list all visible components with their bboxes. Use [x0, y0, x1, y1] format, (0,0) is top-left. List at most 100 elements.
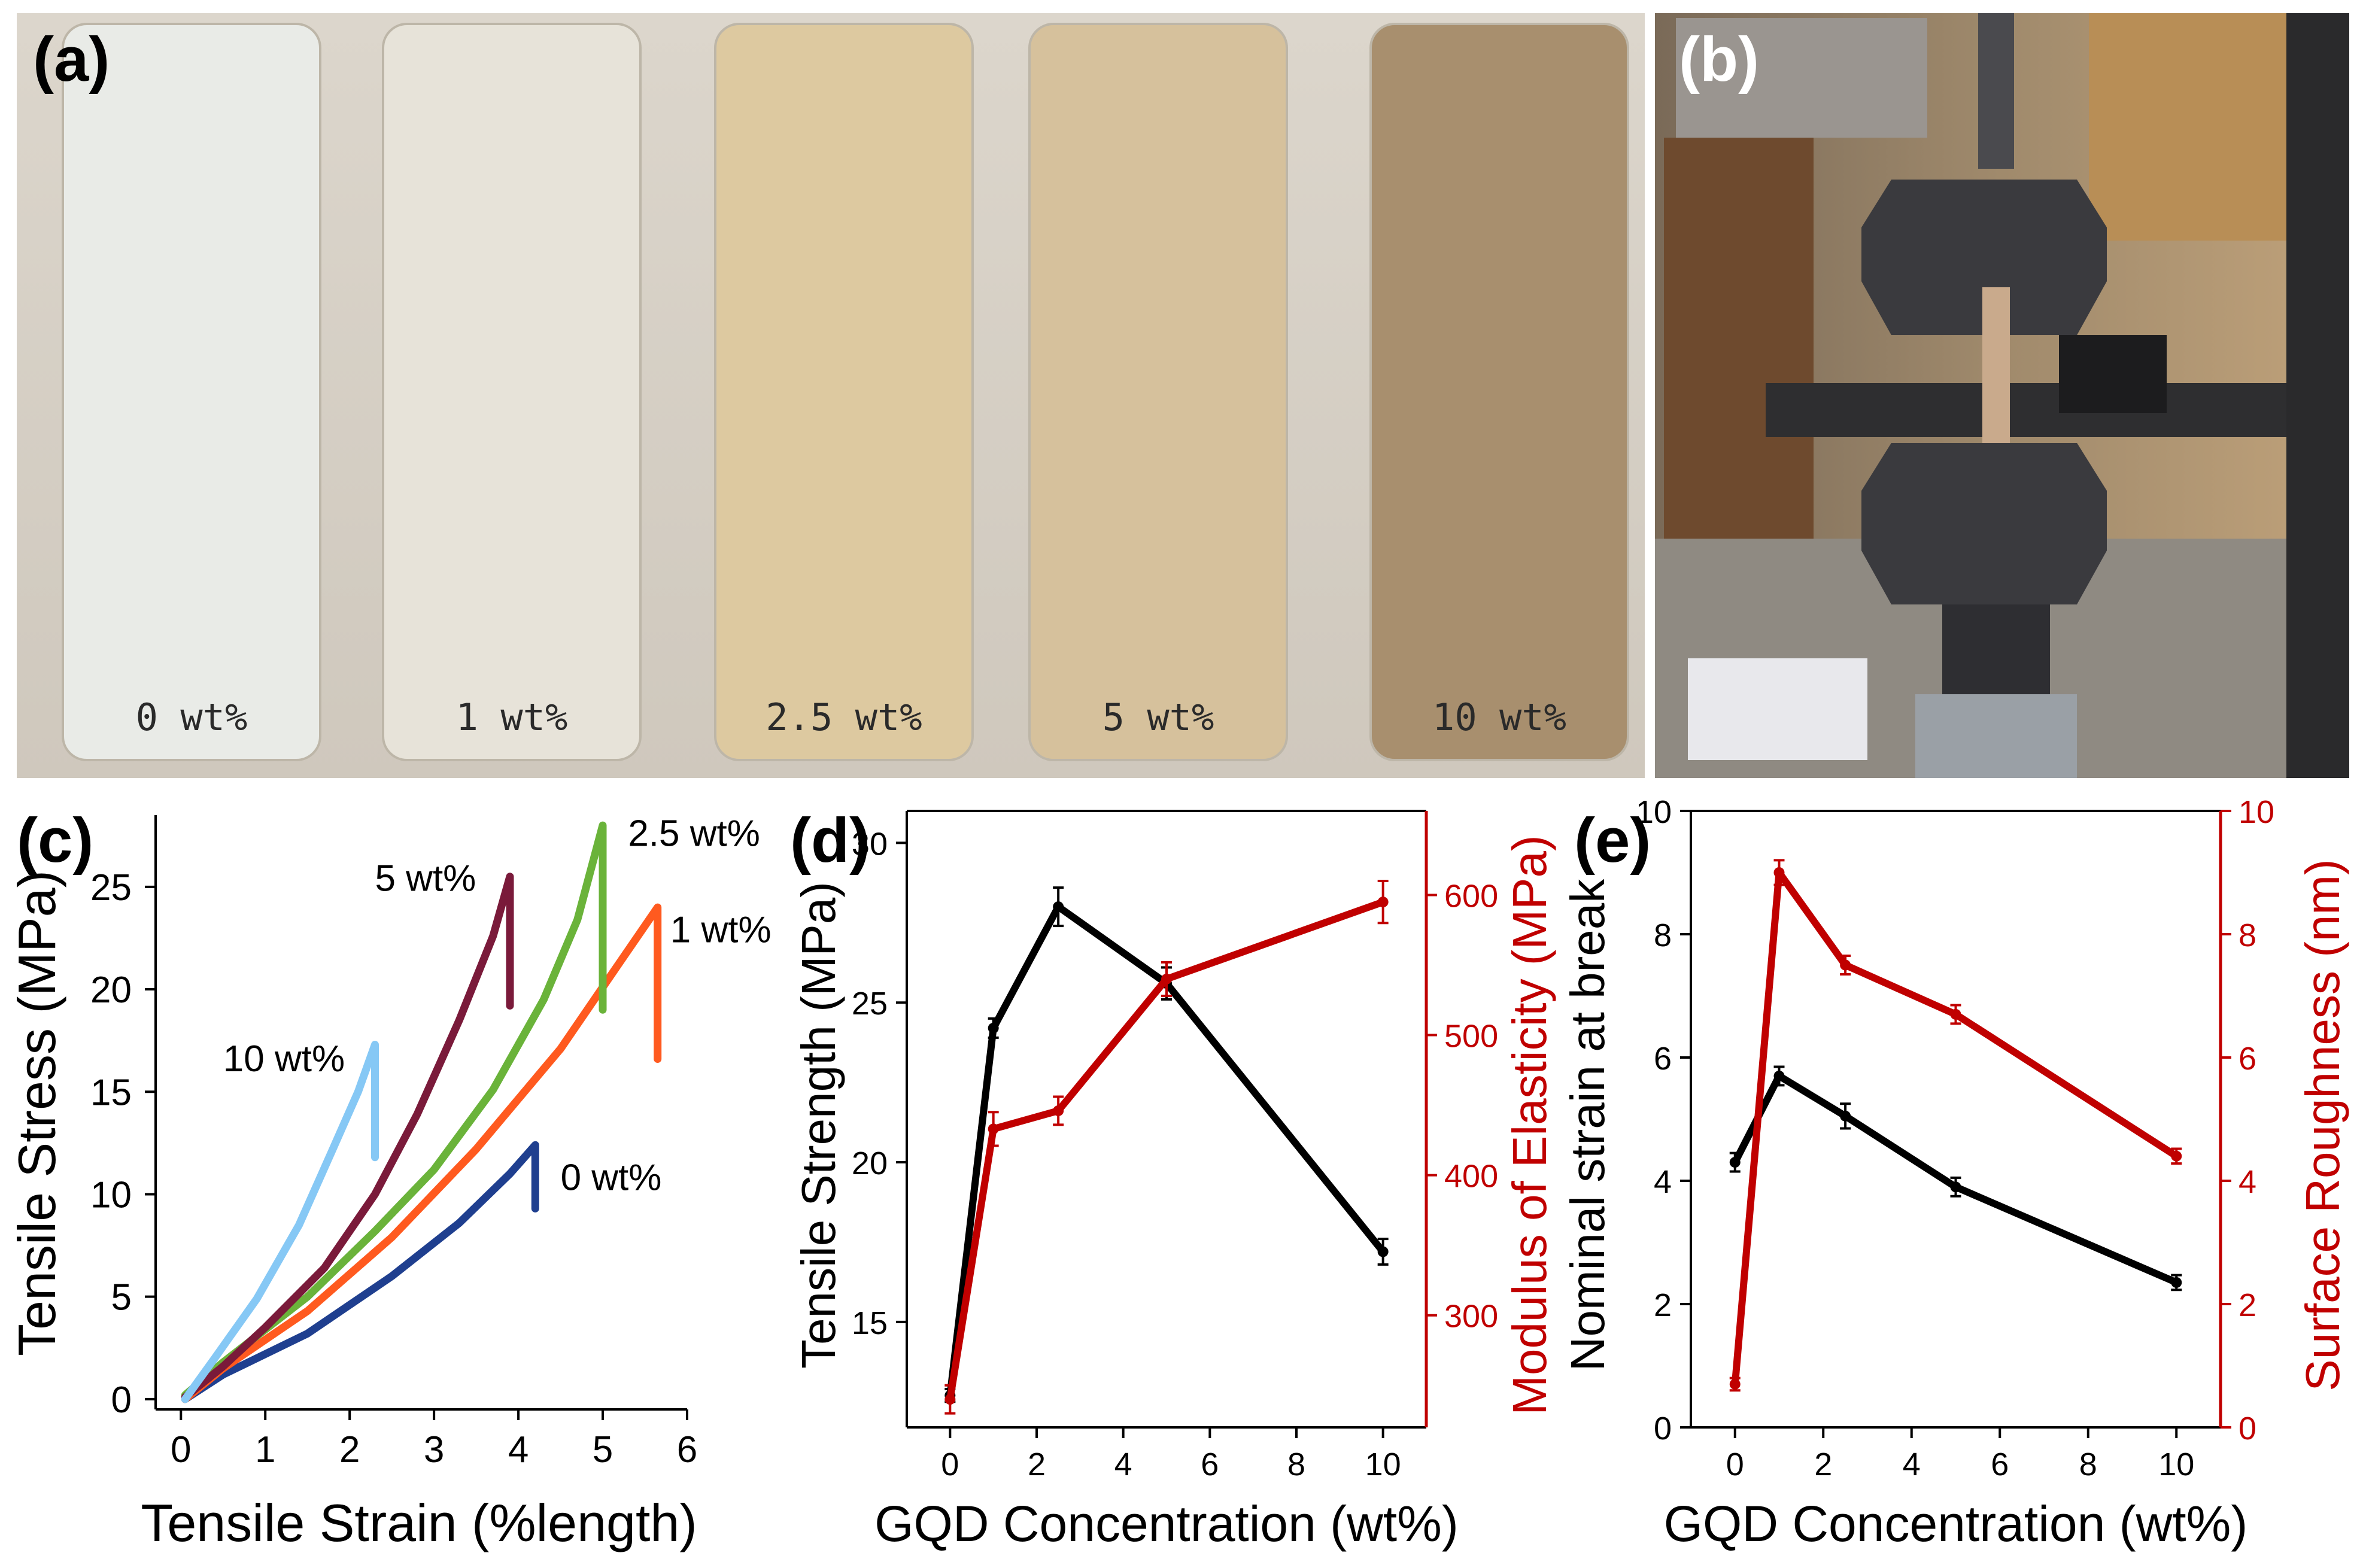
left-axis-title: Tensile Strength (MPa)	[792, 882, 845, 1369]
window-blinds	[1676, 18, 1927, 138]
left-tick-label: 2	[1654, 1287, 1672, 1323]
right-tick-label: 10	[2239, 794, 2274, 830]
base-fixture	[1915, 694, 2077, 778]
sample-strip: 10 wt%	[1369, 23, 1629, 761]
series-line-0	[181, 1141, 539, 1403]
left-tick-label: 20	[852, 1145, 888, 1181]
right-tick-label: 4	[2239, 1164, 2256, 1200]
data-point	[2171, 1277, 2182, 1288]
x-tick-label: 2	[1028, 1447, 1046, 1482]
x-axis-title: GQD Concentration (wt%)	[874, 1496, 1459, 1552]
chart-c: (c) 0 1 2 3 4 5 6 0 5 10 15 20 25 Tensile Strain (%len…	[7, 806, 772, 1552]
y-tick-label: 10	[90, 1174, 132, 1215]
x-tick-label: 6	[1991, 1447, 2009, 1482]
x-tick-label: 2	[339, 1429, 360, 1470]
panel-b: (b)	[1655, 13, 2349, 778]
frame-column	[2286, 13, 2349, 778]
y-tick-label: 25	[90, 867, 132, 908]
right-tick-label: 400	[1444, 1159, 1498, 1195]
y-tick-label: 20	[90, 970, 132, 1011]
left-tick-label: 30	[852, 826, 888, 862]
upper-grip	[1861, 180, 2107, 335]
sample-strip: 0 wt%	[62, 23, 321, 761]
machine-rod	[1978, 13, 2014, 169]
left-tick-label: 15	[852, 1305, 888, 1341]
left-tick-label: 4	[1654, 1164, 1672, 1200]
data-point	[1950, 1181, 1961, 1193]
lab-bench	[1766, 383, 2349, 437]
left-tick-label: 25	[852, 986, 888, 1022]
series-line-3	[181, 873, 514, 1401]
data-point	[1161, 973, 1172, 984]
data-point	[1840, 959, 1851, 971]
sample-strip-body	[1028, 23, 1288, 761]
right-tick-label: 600	[1444, 878, 1498, 914]
lower-grip	[1861, 443, 2107, 604]
right-axis-title: Surface Roughness (nm)	[2296, 859, 2349, 1391]
sample-label: 10 wt%	[1432, 695, 1566, 739]
y-tick-label: 5	[111, 1277, 132, 1318]
x-tick-label: 8	[2079, 1447, 2097, 1482]
x-tick-label: 6	[677, 1429, 697, 1470]
x-tick-label: 0	[171, 1429, 191, 1470]
panel-label: (e)	[1574, 806, 1651, 876]
data-point	[1377, 897, 1389, 908]
panel-a-label: (a)	[33, 25, 110, 95]
monitor	[2059, 335, 2167, 413]
right-tick-label: 6	[2239, 1041, 2256, 1077]
right-tick-label: 0	[2239, 1411, 2256, 1447]
series-line-1	[181, 903, 662, 1403]
chart-d: (d) 0 2 4 6 8 10 15 20 25 30 300 400 500 600 GQD Concen…	[790, 806, 1556, 1552]
x-tick-label: 2	[1814, 1447, 1832, 1482]
data-point	[1377, 1246, 1389, 1257]
sample-label: 2.5 wt%	[766, 695, 922, 739]
series-label: 10 wt%	[223, 1038, 345, 1080]
lower-rod	[1942, 604, 2050, 694]
door	[1664, 138, 1814, 557]
y-tick-label: 15	[90, 1072, 132, 1113]
sample-strip: 5 wt%	[1028, 23, 1288, 761]
x-tick-label: 5	[593, 1429, 613, 1470]
right-tick-label: 8	[2239, 917, 2256, 953]
data-point	[1053, 901, 1064, 913]
panel-label: (d)	[790, 806, 870, 876]
sample-strip-body	[1369, 23, 1629, 761]
x-tick-label: 0	[941, 1447, 959, 1482]
panel-b-label: (b)	[1679, 25, 1759, 95]
panel-a: 0 wt% 1 wt% 2.5 wt% 5 wt% 10 wt% (a)	[17, 13, 1645, 778]
sample-strip: 2.5 wt%	[714, 23, 974, 761]
sample-label: 0 wt%	[136, 695, 248, 739]
x-tick-label: 4	[1114, 1447, 1132, 1482]
sample-strip: 1 wt%	[382, 23, 642, 761]
series-label: 0 wt%	[561, 1157, 662, 1199]
x-tick-label: 8	[1287, 1447, 1305, 1482]
chart-e: (e) 0 2 4 6 8 10 0 2 4 6 8 10 0 2 4 6 8 10 GQD Concentratio…	[1561, 794, 2349, 1552]
x-tick-label: 4	[508, 1429, 529, 1470]
data-point	[1840, 1110, 1851, 1122]
left-tick-label: 8	[1654, 917, 1672, 953]
x-tick-label: 10	[2158, 1447, 2194, 1482]
series-line-1	[1731, 869, 2179, 1385]
data-point	[1729, 1157, 1741, 1168]
x-axis-title: Tensile Strain (%length)	[141, 1493, 697, 1552]
data-point	[944, 1394, 956, 1405]
right-tick-label: 2	[2239, 1287, 2256, 1323]
right-axis-title: Modulus of Elasticity (MPa)	[1503, 835, 1556, 1415]
series-label: 5 wt%	[375, 858, 476, 900]
x-axis-title: GQD Concentration (wt%)	[1664, 1496, 2248, 1552]
sample-label: 5 wt%	[1102, 695, 1214, 739]
series-label: 1 wt%	[670, 909, 772, 950]
sample-label: 1 wt%	[456, 695, 568, 739]
right-tick-label: 500	[1444, 1019, 1498, 1055]
data-point	[1773, 867, 1785, 878]
x-tick-label: 3	[424, 1429, 444, 1470]
data-point	[1729, 1378, 1741, 1390]
x-tick-label: 0	[1726, 1447, 1744, 1482]
data-point	[1950, 1008, 1961, 1020]
left-tick-label: 0	[1654, 1411, 1672, 1447]
sample-strip-body	[62, 23, 321, 761]
left-tick-label: 10	[1636, 794, 1672, 830]
data-point	[1773, 1070, 1785, 1081]
x-tick-label: 1	[255, 1429, 275, 1470]
